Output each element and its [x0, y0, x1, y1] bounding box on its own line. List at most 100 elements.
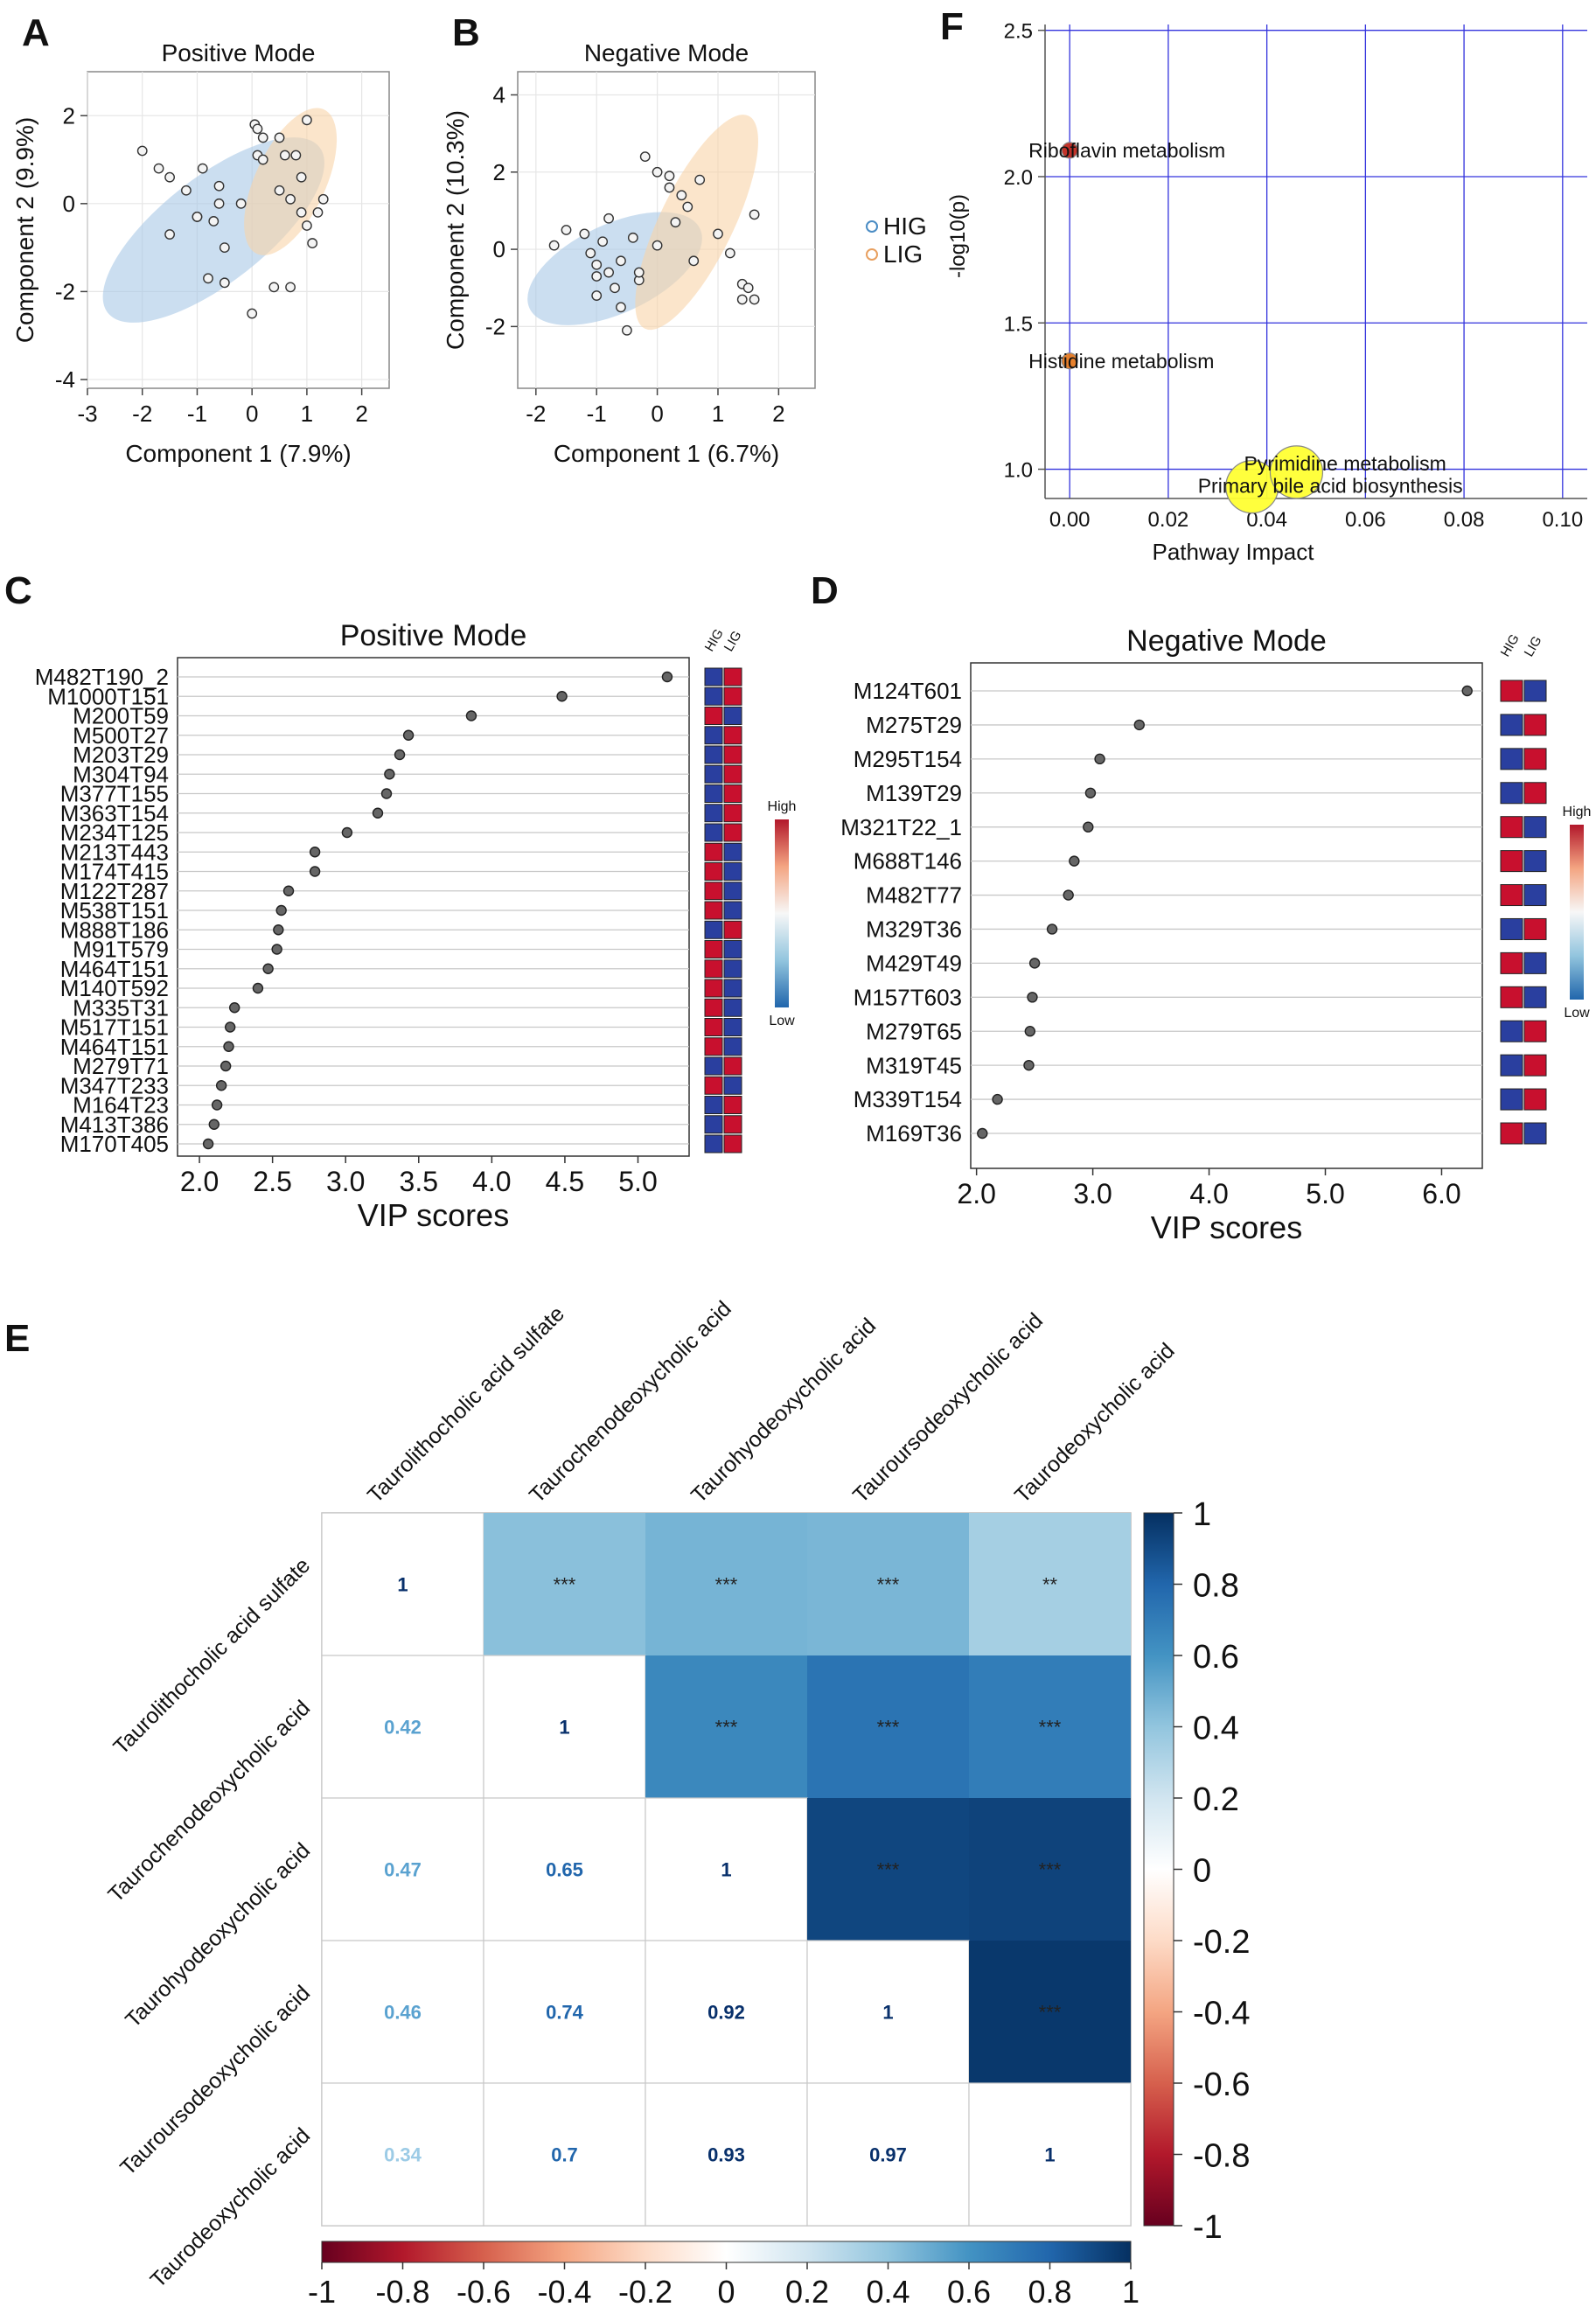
- point-LIG: [252, 123, 263, 135]
- legend-label: HIG: [883, 213, 927, 240]
- metabolite-label: M321T22_1: [840, 814, 962, 840]
- heat-cell-LIG: [1523, 1054, 1547, 1077]
- significance-label: ***: [1039, 2002, 1062, 2024]
- heat-cell: [483, 1655, 646, 1799]
- panel-D: D Negative Mode M124T601 M275T29 M295T154 M13…: [811, 569, 1591, 1245]
- point-LIG: [274, 132, 285, 143]
- heat-cell-HIG: [704, 804, 723, 823]
- correlation-value: 0.74: [546, 2002, 584, 2024]
- colorbar-tick-label: 1: [1122, 2274, 1140, 2310]
- point-HIG: [591, 259, 603, 270]
- point-HIG: [627, 232, 638, 243]
- heat-cell: [321, 1512, 484, 1656]
- x-axis-label: Component 1 (6.7%): [554, 440, 779, 467]
- metabolite-label: M279T65: [866, 1018, 962, 1044]
- heat-cell: [969, 1798, 1131, 1941]
- x-tick-label: -3: [77, 401, 97, 427]
- heat-cell-HIG: [1500, 884, 1523, 907]
- point-HIG: [164, 171, 175, 183]
- heat-cell: [807, 1655, 969, 1798]
- heat-cell-LIG: [723, 979, 742, 998]
- heat-cell-HIG: [704, 784, 723, 803]
- metabolite-label: M304T94: [73, 761, 169, 787]
- y-tick-label: 2: [63, 102, 75, 129]
- heat-cell-LIG: [1523, 680, 1547, 702]
- heat-cell-HIG: [704, 1037, 723, 1056]
- x-axis-label: VIP scores: [358, 1197, 509, 1233]
- point-LIG: [302, 220, 312, 231]
- point-HIG: [561, 225, 572, 235]
- y-tick-label: 1.5: [1004, 312, 1033, 336]
- metabolite-label: M203T29: [73, 742, 169, 768]
- vip-point: [309, 847, 321, 858]
- heat-cell-HIG: [1500, 850, 1523, 873]
- heat-cell: [321, 1797, 484, 1941]
- x-tick-label: -1: [587, 401, 607, 427]
- point-LIG: [688, 255, 700, 267]
- colorbar: [1570, 825, 1584, 1000]
- metabolite-label: M169T36: [866, 1120, 962, 1147]
- vip-point: [215, 1080, 227, 1091]
- vip-point: [271, 944, 282, 955]
- x-tick-label: 3.0: [1073, 1178, 1112, 1209]
- correlation-value: 1: [882, 2002, 893, 2024]
- x-tick-label: 5.0: [1306, 1178, 1344, 1209]
- heat-cell-LIG: [723, 1134, 742, 1154]
- heat-cell-HIG: [704, 726, 723, 745]
- point-LIG: [664, 171, 675, 182]
- metabolite-label: M170T405: [60, 1131, 169, 1157]
- metabolite-label: M139T29: [866, 780, 962, 806]
- legend-label: LIG: [883, 240, 923, 268]
- y-tick-label: -2: [55, 278, 75, 304]
- panel-label: D: [811, 569, 839, 612]
- heat-cell-LIG: [1523, 986, 1547, 1008]
- colorbar-tick-label: 0.4: [866, 2274, 910, 2310]
- colorbar-tick-label: -0.2: [1193, 1924, 1250, 1961]
- correlation-value: 1: [1044, 2144, 1055, 2166]
- x-tick-label: 4.5: [546, 1166, 584, 1197]
- vip-point: [273, 924, 284, 936]
- point-HIG: [633, 267, 645, 278]
- point-LIG: [682, 201, 693, 213]
- metabolite-label: M164T23: [73, 1092, 169, 1119]
- vip-point: [1027, 992, 1038, 1003]
- heat-cell: [645, 1797, 808, 1941]
- significance-label: **: [1042, 1574, 1058, 1596]
- point-HIG: [247, 308, 258, 319]
- heat-cell-HIG: [704, 901, 723, 920]
- y-axis-label: Component 2 (10.3%): [442, 110, 469, 350]
- heat-cell-LIG: [1523, 951, 1547, 974]
- heat-cell-HIG: [1500, 1088, 1523, 1111]
- point-HIG: [181, 185, 192, 196]
- heat-cell-LIG: [723, 1037, 742, 1056]
- heat-cell-LIG: [723, 764, 742, 784]
- point-HIG: [219, 277, 230, 289]
- heat-cell: [483, 1797, 646, 1941]
- heat-cell-HIG: [704, 1115, 723, 1134]
- vip-point: [384, 769, 395, 780]
- point-HIG: [208, 216, 220, 227]
- x-tick-label: 3.5: [400, 1166, 438, 1197]
- metabolite-label: M517T151: [60, 1014, 169, 1041]
- chart-title: Positive Mode: [162, 39, 316, 66]
- point-LIG: [302, 115, 312, 126]
- heat-cell-LIG: [723, 784, 742, 803]
- x-tick-label: 5.0: [618, 1166, 657, 1197]
- heat-cell: [969, 1941, 1131, 2083]
- metabolite-label: M500T27: [73, 722, 169, 749]
- metabolite-label: M279T71: [73, 1053, 169, 1079]
- colorbar-tick-label: -0.6: [1193, 2067, 1250, 2103]
- y-tick-label: -2: [485, 313, 505, 339]
- metabolite-label: M363T154: [60, 800, 169, 826]
- heat-cell-HIG: [704, 882, 723, 901]
- point-HIG: [213, 180, 225, 192]
- heat-header: LIG: [1522, 634, 1545, 659]
- legend-marker-HIG: [866, 220, 878, 233]
- heat-cell-LIG: [723, 842, 742, 861]
- vip-point: [262, 963, 274, 974]
- point-LIG: [724, 247, 735, 259]
- point-HIG: [203, 273, 213, 284]
- heat-cell-HIG: [704, 707, 723, 725]
- heat-cell: [806, 1940, 970, 2084]
- vip-point: [1461, 685, 1473, 697]
